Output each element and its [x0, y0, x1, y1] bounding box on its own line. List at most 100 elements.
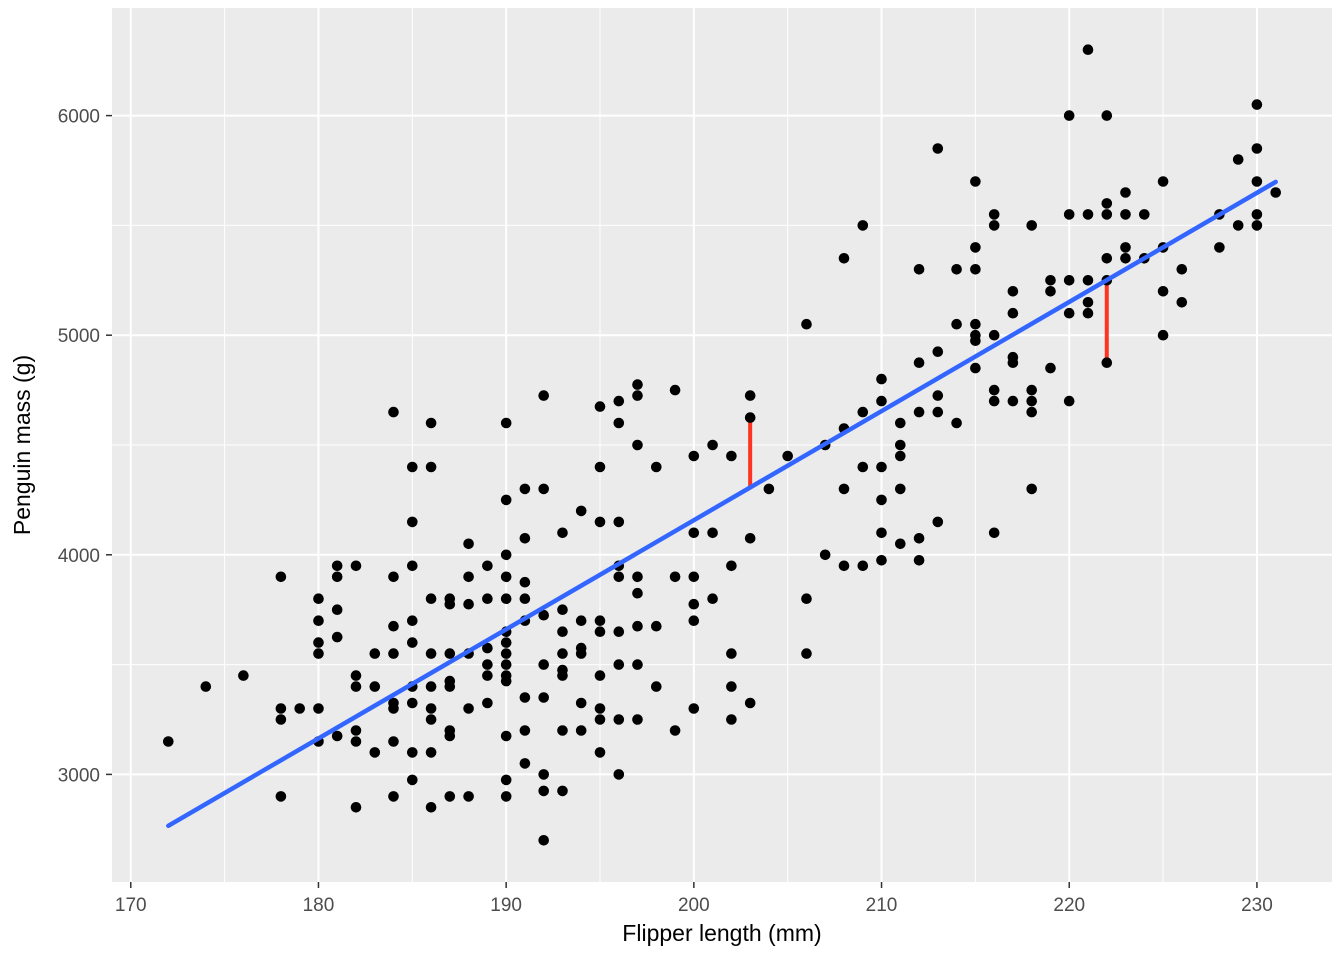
data-point — [970, 176, 981, 187]
y-tick-label: 5000 — [58, 326, 100, 347]
data-point — [632, 714, 643, 725]
y-tick-label: 3000 — [58, 765, 100, 786]
data-point — [444, 675, 456, 687]
data-point — [895, 538, 906, 550]
data-point — [350, 802, 362, 813]
data-point — [331, 560, 343, 572]
data-point — [613, 714, 625, 725]
data-point — [500, 494, 512, 506]
data-point — [519, 758, 531, 769]
data-point — [557, 725, 568, 736]
y-tick-label: 6000 — [58, 107, 100, 128]
axis-tick-marks — [106, 114, 1258, 888]
data-point — [1007, 307, 1019, 319]
x-tick-labels: 170 180 190 200 210 220 230 — [115, 895, 1273, 916]
regression-line — [166, 179, 1278, 829]
data-point — [575, 615, 587, 626]
data-point — [557, 664, 568, 676]
data-point — [369, 648, 381, 659]
data-point — [538, 659, 549, 670]
data-point — [988, 209, 1000, 220]
data-point — [669, 384, 681, 396]
data-point — [407, 560, 418, 572]
data-point — [463, 703, 474, 714]
data-point — [1063, 110, 1075, 121]
data-point — [726, 450, 737, 462]
data-point — [744, 390, 756, 401]
data-point — [519, 576, 531, 588]
data-point — [407, 747, 418, 758]
data-point — [482, 659, 493, 670]
data-point — [632, 390, 643, 401]
data-point — [1120, 209, 1131, 220]
data-point — [688, 571, 700, 583]
data-point — [594, 626, 606, 637]
data-point — [200, 681, 212, 692]
data-point — [369, 681, 381, 692]
y-axis-title: Penguin mass (g) — [9, 355, 35, 535]
data-point — [913, 264, 925, 275]
data-point — [651, 461, 662, 473]
data-point — [744, 412, 756, 423]
data-point — [463, 571, 474, 583]
data-point — [1082, 209, 1094, 220]
data-point — [425, 417, 437, 429]
data-point — [331, 730, 343, 742]
data-point — [876, 461, 887, 473]
data-point — [1026, 384, 1037, 396]
data-point — [801, 648, 812, 659]
data-point — [482, 697, 493, 709]
data-point — [1026, 406, 1037, 418]
data-point — [1045, 275, 1056, 286]
data-point — [1082, 275, 1094, 286]
data-point — [1007, 351, 1019, 363]
data-point — [350, 670, 362, 681]
data-point — [1063, 275, 1075, 286]
data-point — [500, 593, 512, 604]
data-point — [500, 549, 512, 561]
data-point — [1082, 307, 1094, 319]
x-tick-label: 220 — [1053, 895, 1085, 916]
data-point — [1232, 220, 1244, 231]
data-point — [425, 747, 437, 758]
data-point — [1007, 286, 1019, 297]
data-point — [331, 571, 343, 583]
data-point — [801, 593, 812, 604]
data-point — [1157, 286, 1169, 297]
data-point — [557, 626, 568, 637]
data-point — [425, 681, 437, 692]
data-point — [707, 527, 718, 539]
data-point — [463, 538, 474, 550]
data-point — [238, 670, 249, 681]
data-point — [500, 730, 512, 742]
data-point — [482, 593, 493, 604]
data-point — [932, 143, 944, 154]
data-point — [500, 571, 512, 583]
data-point — [857, 406, 869, 418]
data-point — [313, 637, 324, 648]
data-point — [613, 659, 625, 670]
y-tick-label: 4000 — [58, 546, 100, 567]
data-point — [1063, 395, 1075, 407]
data-point — [744, 697, 756, 709]
data-point — [1045, 286, 1056, 297]
data-point — [913, 555, 925, 566]
data-points — [163, 44, 1281, 846]
data-point — [1251, 99, 1263, 110]
data-point — [988, 384, 1000, 396]
data-point — [613, 516, 625, 528]
data-point — [1026, 483, 1037, 495]
data-point — [594, 461, 606, 473]
data-point — [594, 670, 606, 681]
data-point — [838, 560, 850, 572]
data-point — [388, 406, 399, 418]
data-point — [538, 785, 549, 797]
data-point — [988, 527, 1000, 539]
data-point — [1082, 297, 1094, 308]
data-point — [575, 642, 587, 654]
data-point — [1026, 395, 1037, 407]
data-point — [876, 373, 887, 385]
data-point — [350, 725, 362, 736]
data-point — [519, 692, 531, 703]
data-point — [970, 362, 981, 374]
